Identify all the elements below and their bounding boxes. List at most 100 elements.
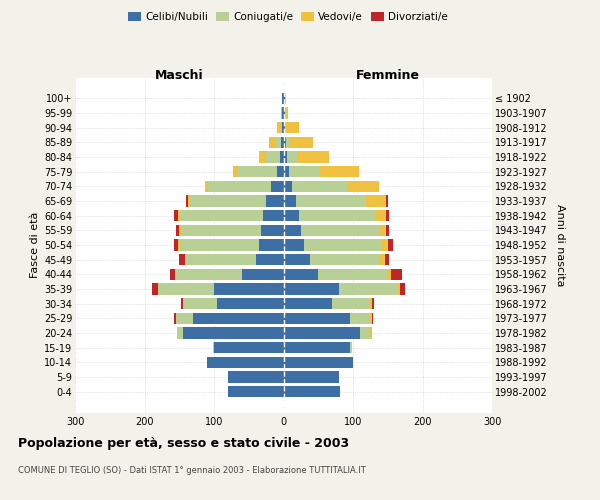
Bar: [382, 240, 388, 250]
Bar: [301, 224, 379, 236]
Bar: [179, 210, 263, 222]
Bar: [212, 342, 214, 353]
Bar: [175, 240, 178, 250]
Bar: [360, 327, 370, 338]
Bar: [242, 268, 284, 280]
Bar: [284, 254, 310, 266]
Bar: [185, 254, 186, 266]
Bar: [205, 180, 208, 192]
Bar: [177, 327, 183, 338]
Bar: [385, 254, 389, 266]
Bar: [284, 284, 339, 294]
Bar: [284, 152, 287, 163]
Bar: [188, 196, 190, 206]
Bar: [284, 92, 285, 104]
Bar: [181, 224, 260, 236]
Legend: Celibi/Nubili, Coniugati/e, Vedovi/e, Divorziati/e: Celibi/Nubili, Coniugati/e, Vedovi/e, Di…: [124, 8, 452, 26]
Text: Maschi: Maschi: [155, 70, 203, 82]
Y-axis label: Anni di nascita: Anni di nascita: [554, 204, 565, 286]
Bar: [372, 312, 373, 324]
Bar: [388, 268, 391, 280]
Bar: [179, 224, 181, 236]
Text: COMUNE DI TEGLIO (SO) - Dati ISTAT 1° gennaio 2003 - Elaborazione TUTTITALIA.IT: COMUNE DI TEGLIO (SO) - Dati ISTAT 1° ge…: [18, 466, 366, 475]
Bar: [347, 180, 379, 192]
Bar: [281, 136, 284, 148]
Bar: [260, 224, 284, 236]
Bar: [400, 284, 405, 294]
Bar: [386, 196, 388, 206]
Bar: [284, 342, 350, 353]
Y-axis label: Fasce di età: Fasce di età: [29, 212, 40, 278]
Bar: [266, 152, 280, 163]
Bar: [284, 327, 360, 338]
Bar: [386, 210, 389, 222]
Bar: [398, 284, 400, 294]
Bar: [285, 108, 289, 119]
Bar: [259, 240, 284, 250]
Bar: [379, 224, 386, 236]
Bar: [284, 196, 296, 206]
Bar: [332, 298, 370, 310]
Bar: [175, 210, 178, 222]
Bar: [259, 152, 266, 163]
Bar: [214, 342, 284, 353]
Bar: [284, 108, 285, 119]
Bar: [284, 371, 339, 382]
Bar: [284, 268, 318, 280]
Bar: [289, 136, 313, 148]
Bar: [190, 196, 266, 206]
Bar: [284, 356, 353, 368]
Bar: [281, 108, 282, 119]
Bar: [193, 312, 284, 324]
Bar: [179, 240, 259, 250]
Bar: [296, 196, 365, 206]
Bar: [284, 180, 292, 192]
Bar: [286, 136, 289, 148]
Bar: [208, 180, 271, 192]
Bar: [339, 284, 398, 294]
Bar: [271, 180, 284, 192]
Bar: [298, 152, 329, 163]
Bar: [285, 122, 286, 134]
Bar: [292, 180, 347, 192]
Bar: [284, 210, 299, 222]
Bar: [284, 166, 289, 177]
Bar: [176, 268, 242, 280]
Bar: [228, 386, 284, 398]
Bar: [370, 312, 372, 324]
Bar: [175, 312, 176, 324]
Bar: [379, 254, 385, 266]
Bar: [284, 312, 350, 324]
Bar: [228, 371, 284, 382]
Bar: [282, 92, 284, 104]
Bar: [284, 122, 285, 134]
Bar: [256, 254, 284, 266]
Bar: [186, 196, 188, 206]
Bar: [176, 224, 179, 236]
Bar: [181, 298, 183, 310]
Bar: [310, 254, 379, 266]
Bar: [277, 166, 284, 177]
Bar: [370, 298, 372, 310]
Bar: [304, 240, 382, 250]
Bar: [152, 284, 158, 294]
Bar: [263, 210, 284, 222]
Bar: [284, 224, 301, 236]
Bar: [207, 356, 284, 368]
Bar: [276, 136, 281, 148]
Bar: [350, 312, 370, 324]
Bar: [233, 166, 238, 177]
Bar: [284, 240, 304, 250]
Bar: [175, 268, 176, 280]
Text: Femmine: Femmine: [356, 70, 420, 82]
Bar: [284, 386, 340, 398]
Bar: [238, 166, 277, 177]
Bar: [186, 254, 256, 266]
Bar: [281, 122, 282, 134]
Text: Popolazione per età, sesso e stato civile - 2003: Popolazione per età, sesso e stato civil…: [18, 438, 349, 450]
Bar: [178, 240, 179, 250]
Bar: [375, 210, 386, 222]
Bar: [176, 312, 193, 324]
Bar: [286, 122, 299, 134]
Bar: [388, 240, 394, 250]
